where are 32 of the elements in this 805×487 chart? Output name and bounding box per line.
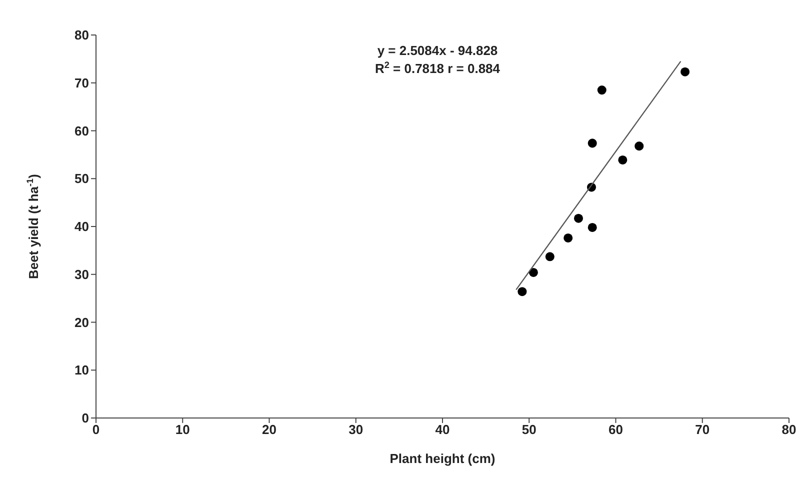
x-tick-label: 60 (608, 422, 623, 438)
y-tick-label: 60 (74, 123, 89, 138)
y-tick-label: 30 (74, 266, 89, 282)
y-tick-label: 20 (74, 314, 89, 330)
annotation: R$^{2}$ = 0.7818 r = 0.884 (374, 60, 501, 76)
x-axis-title: Plant height (cm) (390, 451, 496, 466)
y-tick-label: 0 (82, 410, 89, 426)
point (597, 86, 606, 95)
point (618, 155, 628, 164)
point (588, 138, 597, 148)
x-tick-label: 30 (348, 422, 364, 438)
point (564, 233, 573, 242)
y-tick-label: 50 (74, 171, 89, 186)
point (518, 287, 527, 296)
annotation: y = 2.5084x - 94.828 (377, 43, 498, 58)
y-tick-label: 10 (74, 362, 89, 378)
x-tick-label: 50 (522, 422, 536, 438)
y-tick-label: 70 (74, 75, 89, 90)
y-tick-label: 80 (74, 28, 89, 43)
point (680, 67, 690, 76)
x-tick-label: 80 (782, 422, 796, 438)
y-tick-label: 40 (74, 219, 89, 234)
point (634, 142, 644, 151)
x-tick-label: 0 (92, 422, 100, 438)
point (528, 268, 538, 277)
point (588, 222, 597, 232)
x-tick-label: 10 (175, 422, 190, 438)
point (545, 252, 554, 262)
x-tick-label: 40 (435, 422, 450, 438)
point (574, 214, 584, 223)
x-tick-label: 70 (695, 422, 710, 438)
x-tick-label: 20 (262, 422, 276, 438)
